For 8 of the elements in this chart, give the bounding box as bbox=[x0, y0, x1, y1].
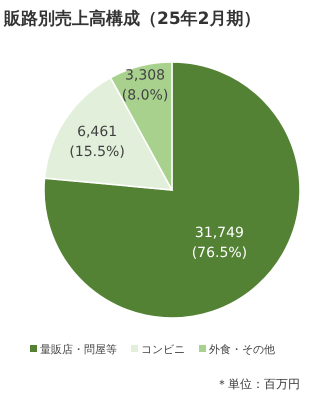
text: ＊単位：百万円 bbox=[216, 377, 300, 391]
chart-title: 販路別売上高構成（25年2月期） bbox=[3, 9, 260, 29]
data-label: 3,308 (8.0%) bbox=[122, 68, 168, 104]
data-label: 31,749 (76.5%) bbox=[192, 225, 248, 262]
legend-label: 量販店・問屋等 bbox=[40, 343, 117, 356]
legend-label: コンビニ bbox=[141, 343, 185, 356]
legend-label: 外食・その他 bbox=[209, 343, 275, 356]
data-label: 6,461 (15.5%) bbox=[69, 124, 125, 160]
